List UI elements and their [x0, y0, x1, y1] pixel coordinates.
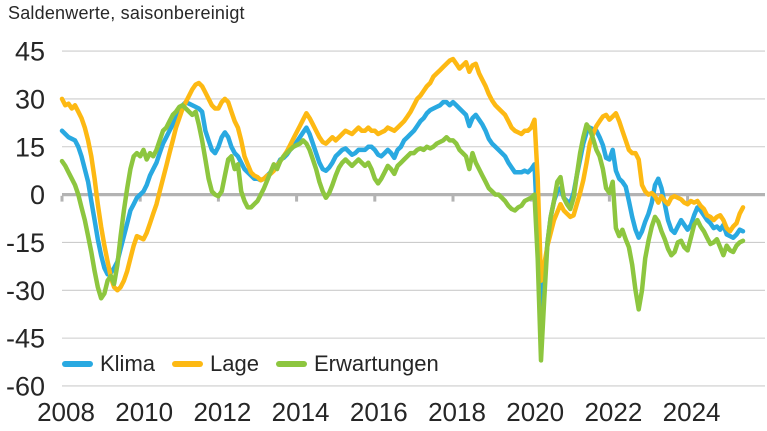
svg-text:2022: 2022 [584, 397, 642, 427]
svg-text:15: 15 [15, 132, 45, 162]
svg-text:30: 30 [15, 84, 45, 114]
svg-text:45: 45 [15, 37, 45, 67]
svg-text:2024: 2024 [663, 397, 721, 427]
svg-text:-45: -45 [6, 324, 45, 354]
svg-text:2018: 2018 [428, 397, 486, 427]
legend-item-erwartungen: Erwartungen [275, 351, 439, 377]
legend-item-lage: Lage [172, 351, 259, 377]
klima-line-swatch [62, 361, 93, 367]
svg-text:2008: 2008 [37, 397, 95, 427]
svg-text:2012: 2012 [193, 397, 251, 427]
legend-label-erwartungen: Erwartungen [313, 351, 439, 376]
svg-text:-15: -15 [6, 228, 45, 258]
svg-text:2010: 2010 [115, 397, 173, 427]
chart-title: Saldenwerte, saisonbereinigt [8, 3, 245, 23]
erwartungen-line-swatch [275, 361, 307, 367]
svg-text:-30: -30 [6, 276, 45, 306]
svg-text:2016: 2016 [350, 397, 408, 427]
svg-text:0: 0 [30, 180, 45, 210]
svg-text:2014: 2014 [272, 397, 330, 427]
legend-label-lage: Lage [210, 351, 259, 376]
svg-text:-60: -60 [6, 371, 45, 401]
svg-text:2020: 2020 [506, 397, 564, 427]
lage-line-swatch [172, 361, 204, 367]
legend-label-klima: Klima [100, 351, 156, 376]
legend: Klima Lage Erwartungen [62, 351, 456, 377]
legend-item-klima: Klima [62, 351, 155, 377]
